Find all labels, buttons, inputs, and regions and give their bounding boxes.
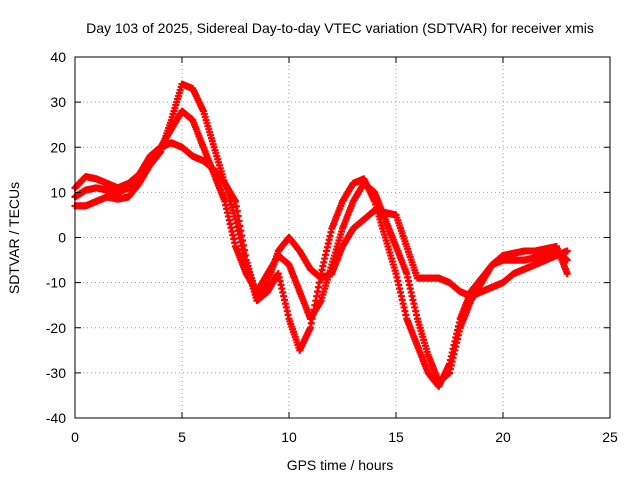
data-point bbox=[563, 247, 571, 255]
y-tick-label: 10 bbox=[50, 184, 66, 200]
data-point bbox=[563, 270, 571, 278]
data-series-2 bbox=[71, 107, 571, 386]
x-axis-title: GPS time / hours bbox=[287, 457, 394, 473]
x-tick-label: 0 bbox=[71, 429, 79, 445]
y-tick-label: 20 bbox=[50, 139, 66, 155]
x-tick-label: 10 bbox=[281, 429, 297, 445]
y-tick-label: -10 bbox=[46, 275, 66, 291]
y-tick-label: -30 bbox=[46, 365, 66, 381]
axis-ticks: 0 5 10 15 20 25 -40 -30 -20 -10 0 10 20 30 40 bbox=[46, 49, 618, 445]
y-tick-label: 40 bbox=[50, 49, 66, 65]
x-tick-label: 5 bbox=[178, 429, 186, 445]
x-tick-label: 15 bbox=[388, 429, 404, 445]
y-tick-label: 0 bbox=[58, 230, 66, 246]
y-tick-label: -20 bbox=[46, 320, 66, 336]
x-tick-label: 20 bbox=[495, 429, 511, 445]
grid-lines bbox=[75, 57, 610, 418]
y-tick-label: 30 bbox=[50, 94, 66, 110]
x-tick-label: 25 bbox=[602, 429, 618, 445]
data-series-3 bbox=[71, 80, 571, 390]
y-axis-title: SDTVAR / TECUs bbox=[6, 182, 22, 294]
data-points bbox=[71, 80, 571, 390]
y-tick-label: -40 bbox=[46, 410, 66, 426]
chart-title: Day 103 of 2025, Sidereal Day-to-day VTE… bbox=[86, 20, 594, 36]
